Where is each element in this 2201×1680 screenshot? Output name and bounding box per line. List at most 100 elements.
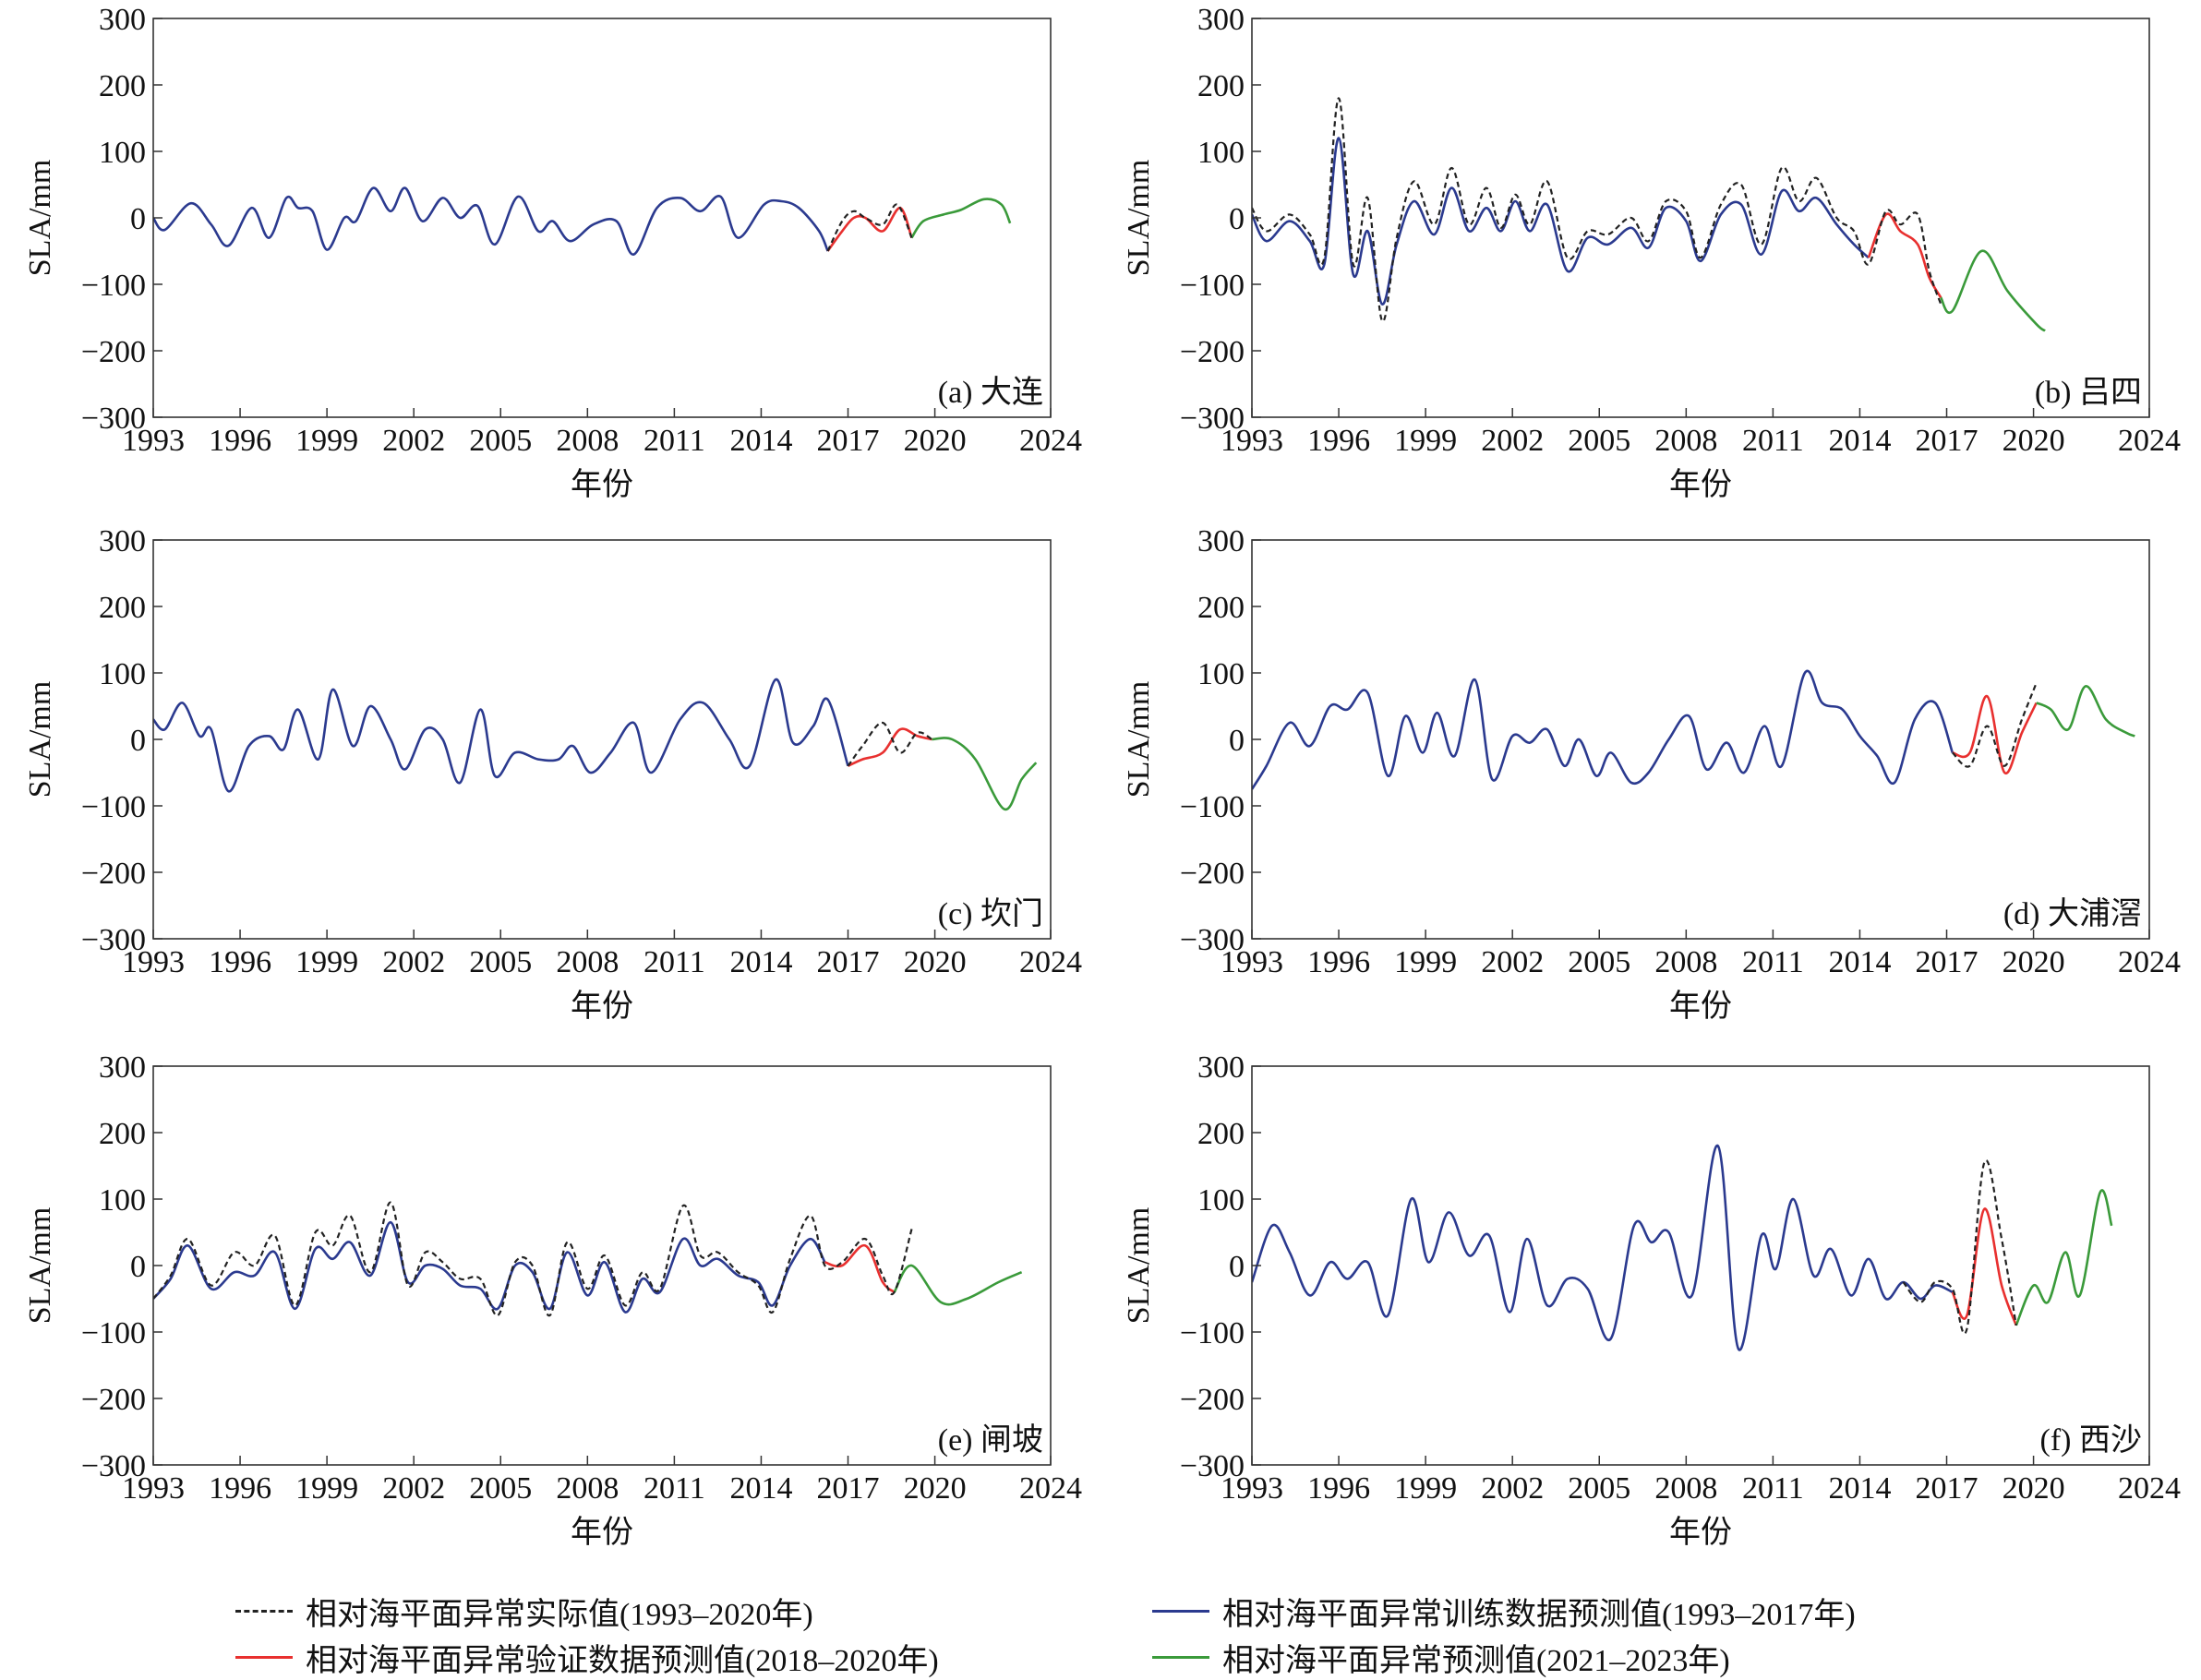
x-tick-label: 2024 bbox=[1019, 945, 1082, 979]
y-tick-label: 300 bbox=[99, 3, 146, 37]
y-tick-label: −100 bbox=[1180, 269, 1245, 303]
series-train-line bbox=[1252, 669, 1954, 790]
y-tick-label: −200 bbox=[1180, 1383, 1245, 1417]
x-tick-label: 1993 bbox=[1221, 424, 1283, 458]
x-tick-label: 2011 bbox=[1742, 424, 1804, 458]
x-tick-label: 2020 bbox=[904, 424, 967, 458]
y-tick-label: 0 bbox=[130, 724, 146, 758]
y-tick-label: 0 bbox=[1229, 1250, 1245, 1284]
x-tick-label: 2002 bbox=[382, 945, 445, 979]
panel-label: (c) 坎门 bbox=[938, 896, 1043, 931]
series-forecast-line bbox=[1940, 249, 2046, 332]
y-tick-label: 200 bbox=[1197, 591, 1245, 625]
panel-label: (f) 西沙 bbox=[2040, 1423, 2142, 1458]
x-tick-label: 1996 bbox=[1307, 1471, 1370, 1506]
series-forecast-line bbox=[2015, 1189, 2113, 1326]
plot-frame bbox=[1251, 18, 2150, 418]
x-axis-label: 年份 bbox=[571, 1515, 633, 1550]
series-actual-line bbox=[1252, 97, 1942, 322]
x-tick-label: 2014 bbox=[1828, 945, 1891, 979]
y-tick-label: 100 bbox=[99, 1183, 146, 1218]
x-axis-label: 年份 bbox=[1669, 1515, 1732, 1550]
y-tick-label: −300 bbox=[81, 1449, 146, 1483]
series-forecast-line bbox=[932, 737, 1038, 810]
x-tick-label: 2011 bbox=[1742, 945, 1804, 979]
plot-frame bbox=[1251, 539, 2150, 940]
series-actual-line bbox=[826, 203, 913, 252]
legend-item-validation: 相对海平面异常验证数据预测值(2018–2020年) bbox=[235, 1634, 939, 1680]
x-tick-label: 2017 bbox=[1916, 945, 1978, 979]
x-tick-label: 1993 bbox=[1221, 1471, 1283, 1506]
series-train-line bbox=[153, 1220, 826, 1314]
x-tick-label: 1996 bbox=[209, 945, 271, 979]
x-tick-label: 2017 bbox=[817, 945, 880, 979]
y-tick-label: −300 bbox=[1180, 1449, 1245, 1483]
y-axis-label: SLA/mm bbox=[1122, 160, 1156, 277]
series-forecast-line bbox=[893, 1264, 1023, 1306]
y-tick-label: −200 bbox=[81, 335, 146, 369]
x-tick-label: 2014 bbox=[729, 1471, 792, 1506]
y-tick-label: −100 bbox=[81, 790, 146, 824]
legend: 相对海平面异常实际值(1993–2020年) 相对海平面异常训练数据预测值(19… bbox=[0, 1569, 2201, 1680]
y-tick-label: −100 bbox=[81, 1316, 146, 1350]
x-tick-label: 2017 bbox=[1916, 424, 1978, 458]
x-tick-label: 1999 bbox=[1394, 945, 1457, 979]
y-axis-label: SLA/mm bbox=[23, 681, 57, 798]
legend-item-train: 相对海平面异常训练数据预测值(1993–2017年) bbox=[1152, 1588, 1856, 1634]
legend-item-forecast: 相对海平面异常预测值(2021–2023年) bbox=[1152, 1634, 1730, 1680]
x-tick-label: 2020 bbox=[904, 945, 967, 979]
y-tick-label: 200 bbox=[99, 69, 146, 103]
x-tick-label: 2020 bbox=[2003, 945, 2065, 979]
x-tick-label: 2024 bbox=[1019, 1471, 1082, 1506]
x-tick-label: 2005 bbox=[469, 945, 532, 979]
x-tick-label: 2017 bbox=[817, 1471, 880, 1506]
series-validation-line bbox=[826, 206, 913, 252]
x-tick-label: 1996 bbox=[209, 424, 271, 458]
y-tick-label: 100 bbox=[1197, 1183, 1245, 1218]
y-tick-label: 200 bbox=[1197, 1117, 1245, 1151]
x-tick-label: 1999 bbox=[1394, 1471, 1457, 1506]
y-tick-label: 100 bbox=[99, 657, 146, 691]
x-tick-label: 2002 bbox=[1481, 424, 1544, 458]
y-tick-label: −200 bbox=[1180, 335, 1245, 369]
x-tick-label: 2011 bbox=[643, 945, 705, 979]
series-train-line bbox=[1252, 137, 1870, 306]
x-tick-label: 1993 bbox=[122, 945, 185, 979]
x-tick-label: 1999 bbox=[1394, 424, 1457, 458]
x-tick-label: 2020 bbox=[2003, 424, 2065, 458]
x-tick-label: 1999 bbox=[295, 945, 358, 979]
y-axis-label: SLA/mm bbox=[1122, 681, 1156, 798]
y-tick-label: −100 bbox=[81, 269, 146, 303]
y-tick-label: 200 bbox=[1197, 69, 1245, 103]
y-tick-label: −300 bbox=[1180, 402, 1245, 436]
y-tick-label: 300 bbox=[99, 1050, 146, 1085]
y-tick-label: −100 bbox=[1180, 1316, 1245, 1350]
x-tick-label: 1996 bbox=[209, 1471, 271, 1506]
legend-label-train: 相对海平面异常训练数据预测值(1993–2017年) bbox=[1222, 1597, 1856, 1632]
y-tick-label: 300 bbox=[1197, 1050, 1245, 1085]
series-actual-line bbox=[1952, 682, 2038, 768]
y-tick-label: 100 bbox=[99, 136, 146, 170]
x-tick-label: 2020 bbox=[2003, 1471, 2065, 1506]
x-tick-label: 2011 bbox=[1742, 1471, 1804, 1506]
x-tick-label: 1996 bbox=[1307, 945, 1370, 979]
x-tick-label: 1993 bbox=[1221, 945, 1283, 979]
y-tick-label: 300 bbox=[1197, 524, 1245, 558]
x-tick-label: 2017 bbox=[817, 424, 880, 458]
series-forecast-line bbox=[910, 198, 1012, 239]
series-train-line bbox=[153, 678, 849, 793]
legend-item-actual: 相对海平面异常实际值(1993–2020年) bbox=[235, 1588, 813, 1634]
series-train-line bbox=[1252, 1145, 1954, 1351]
series-validation-line bbox=[1951, 1207, 2018, 1326]
legend-label-validation: 相对海平面异常验证数据预测值(2018–2020年) bbox=[306, 1643, 939, 1678]
y-tick-label: −200 bbox=[81, 857, 146, 891]
panel-label: (e) 闸坡 bbox=[938, 1422, 1043, 1458]
y-tick-label: 0 bbox=[1229, 202, 1245, 236]
x-tick-label: 2005 bbox=[1568, 424, 1630, 458]
x-tick-label: 2002 bbox=[1481, 1471, 1544, 1506]
y-tick-label: 0 bbox=[130, 1250, 146, 1284]
